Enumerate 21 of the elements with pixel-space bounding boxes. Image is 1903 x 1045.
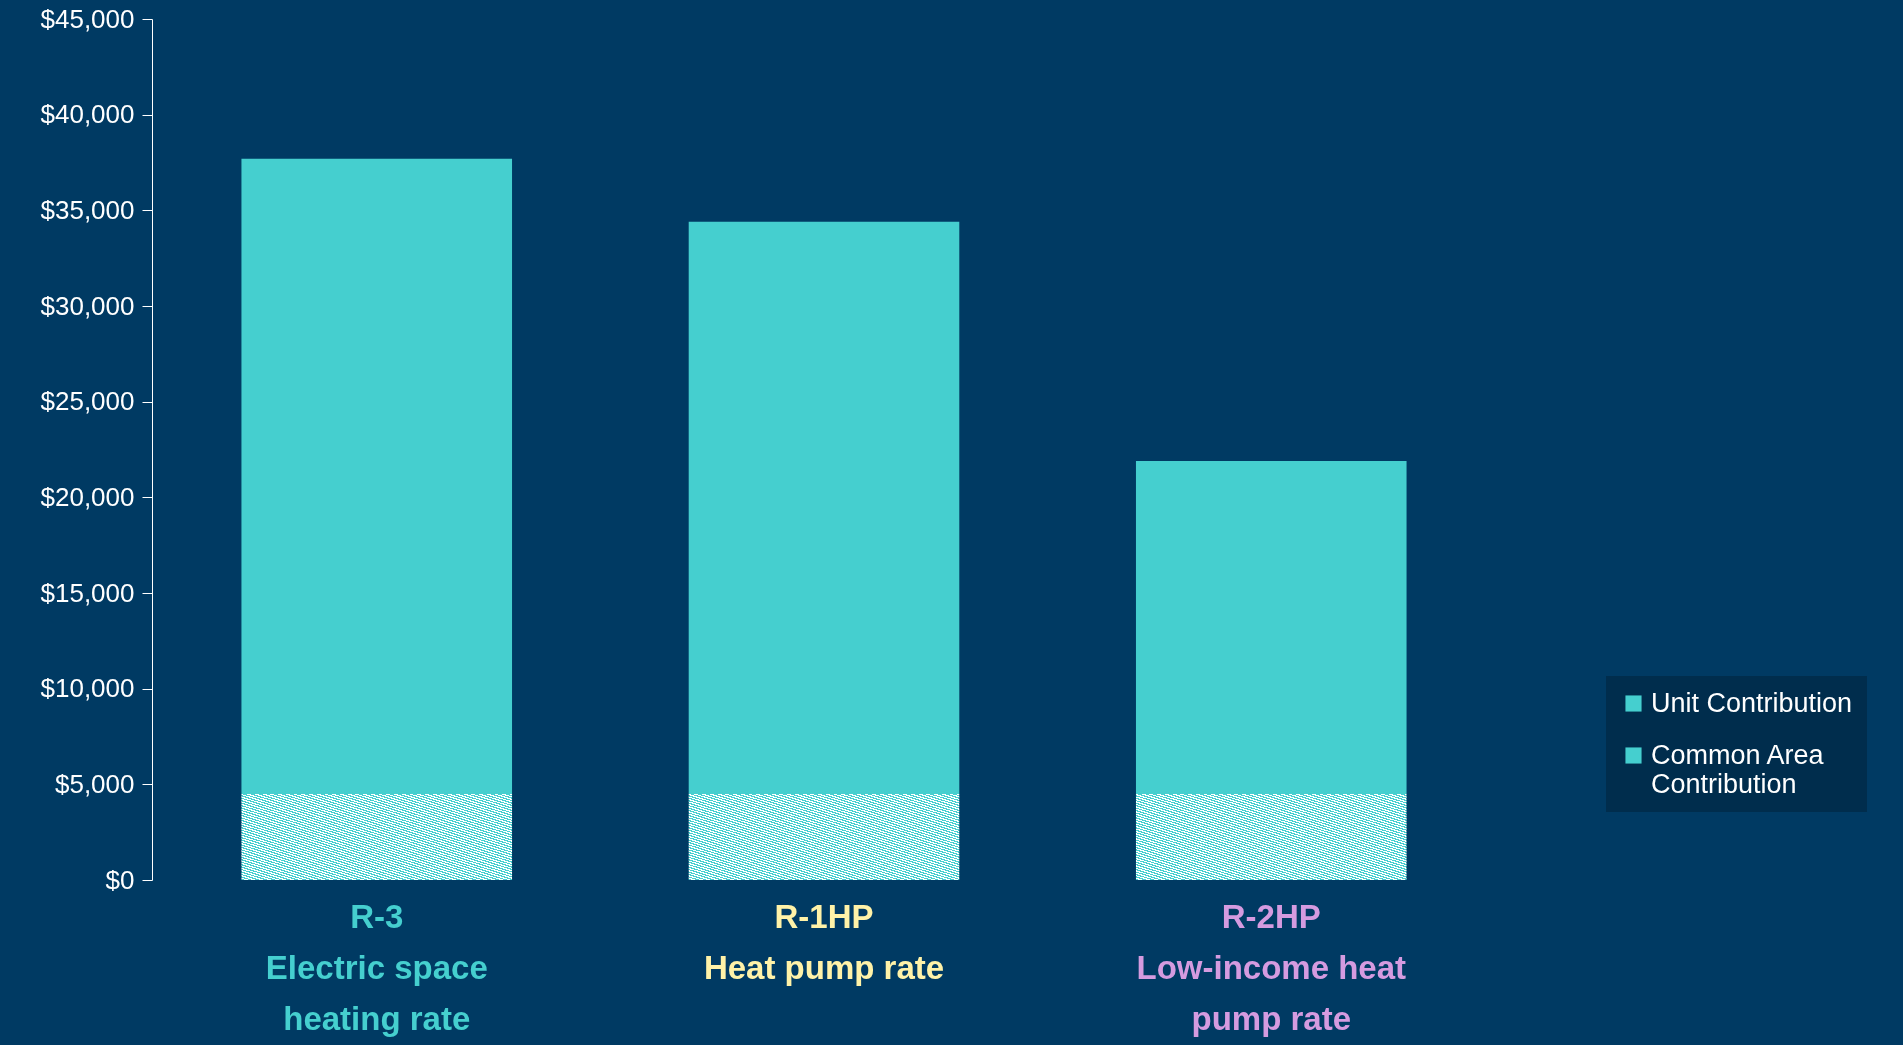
y-tick-label: $25,000	[40, 386, 135, 417]
x-tick-label: R-3 Electric space heating rate	[265, 898, 488, 1037]
y-tick-label: $45,000	[40, 3, 135, 34]
legend-label: Common Area Contribution	[1651, 739, 1825, 799]
bar	[688, 793, 960, 880]
x-tick-label: R-2HP Low-income heat pump rate	[1136, 898, 1407, 1037]
bar	[1135, 793, 1407, 880]
y-tick-label: $35,000	[40, 194, 135, 225]
bar	[241, 158, 513, 794]
y-tick-label: $5,000	[54, 768, 135, 799]
bar	[688, 221, 960, 794]
x-tick-label: R-1HP Heat pump rate	[703, 898, 945, 986]
y-tick-label: $0	[105, 864, 135, 895]
bar	[1135, 460, 1407, 794]
y-tick-label: $15,000	[40, 577, 135, 608]
bar	[241, 793, 513, 880]
y-tick-label: $20,000	[40, 481, 135, 512]
y-tick-label: $40,000	[40, 99, 135, 130]
legend-label: Unit Contribution	[1651, 687, 1853, 718]
y-tick-label: $10,000	[40, 673, 135, 704]
y-tick-label: $30,000	[40, 290, 135, 321]
